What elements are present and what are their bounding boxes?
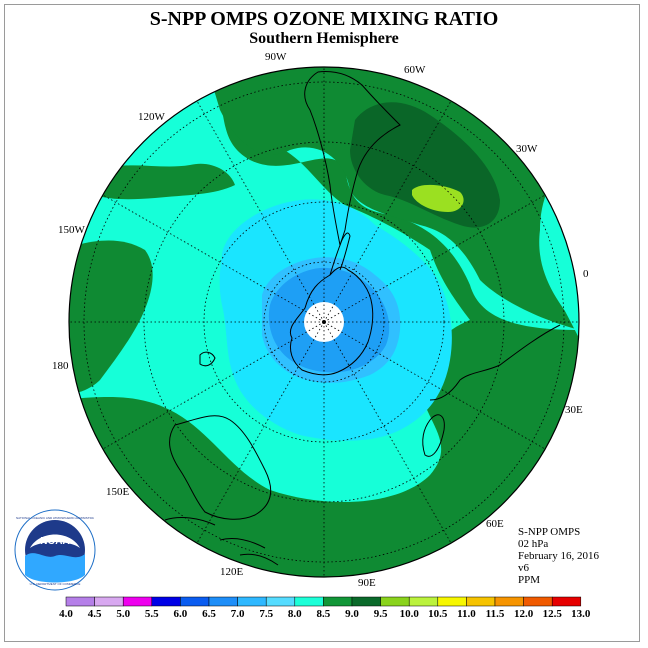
colorbar-tick-label: 10.0 xyxy=(399,608,419,620)
colorbar-swatch xyxy=(523,596,553,607)
colorbar xyxy=(65,596,582,607)
colorbar-tick-label: 12.5 xyxy=(542,608,562,620)
colorbar-swatch xyxy=(408,596,439,607)
colorbar-swatch xyxy=(466,596,496,607)
colorbar-tick-label: 9.5 xyxy=(373,608,388,620)
info-block: S-NPP OMPS 02 hPa February 16, 2016 v6 P… xyxy=(518,526,599,586)
colorbar-tick-label: 9.0 xyxy=(345,608,359,620)
colorbar-tick-label: 7.0 xyxy=(230,608,245,620)
colorbar-tick-label: 11.0 xyxy=(457,608,476,620)
lon-label-120w: 120W xyxy=(138,111,165,123)
contour-9-5 xyxy=(412,184,464,212)
colorbar-swatch xyxy=(208,596,238,607)
colorbar-swatch xyxy=(122,596,153,607)
lon-label-180: 180 xyxy=(52,360,69,372)
map-title: S-NPP OMPS OZONE MIXING RATIO xyxy=(149,8,499,30)
lon-label-150w: 150W xyxy=(58,224,85,236)
lon-label-120e: 120E xyxy=(220,566,244,578)
colorbar-tick-label: 4.0 xyxy=(59,608,73,620)
lon-label-60e: 60E xyxy=(486,518,504,530)
colorbar-swatch xyxy=(323,596,353,607)
colorbar-swatch xyxy=(437,596,467,607)
colorbar-swatch xyxy=(65,596,95,607)
colorbar-tick-label: 8.0 xyxy=(287,608,302,620)
colorbar-swatch xyxy=(237,596,267,607)
colorbar-tick-label: 13.0 xyxy=(571,608,591,620)
colorbar-tick-label: 11.5 xyxy=(485,608,505,620)
contour-8-5-east xyxy=(69,70,579,577)
noaa-logo-text: NOAA xyxy=(40,536,70,547)
lon-label-150e: 150E xyxy=(106,486,130,498)
contour-8-5-northwest xyxy=(95,163,235,200)
colorbar-tick-label: 12.0 xyxy=(513,608,534,620)
lon-label-60w: 60W xyxy=(404,64,426,76)
info-date: February 16, 2016 xyxy=(518,550,599,562)
contour-8-5-west xyxy=(69,240,153,395)
colorbar-tick-label: 7.5 xyxy=(259,608,274,620)
lon-label-90e: 90E xyxy=(358,577,376,589)
colorbar-tick-label: 4.5 xyxy=(87,608,102,620)
pole-marker xyxy=(322,320,326,324)
noaa-logo xyxy=(14,509,96,591)
info-version: v6 xyxy=(518,562,529,574)
colorbar-swatch xyxy=(494,596,524,607)
lon-label-30w: 30W xyxy=(516,143,538,155)
info-level: 02 hPa xyxy=(518,538,549,550)
colorbar-tick-label: 6.0 xyxy=(173,608,188,620)
colorbar-swatch xyxy=(265,596,296,607)
colorbar-swatch xyxy=(551,596,582,607)
colorbar-swatch xyxy=(294,596,324,607)
lon-label-90w: 90W xyxy=(265,51,287,63)
colorbar-swatch xyxy=(94,596,124,607)
noaa-logo-ring-bottom: U.S. DEPARTMENT OF COMMERCE xyxy=(29,582,81,586)
noaa-logo-ring-text: NATIONAL OCEANIC AND ATMOSPHERIC ADMINIS… xyxy=(16,516,94,520)
map-subtitle: Southern Hemisphere xyxy=(249,30,399,47)
graticule xyxy=(69,67,579,577)
lon-label-0: 0 xyxy=(583,268,589,280)
info-units: PPM xyxy=(518,574,541,586)
lon-label-30e: 30E xyxy=(565,404,583,416)
colorbar-swatch xyxy=(351,596,381,607)
colorbar-swatch xyxy=(151,596,181,607)
map-boundary xyxy=(68,66,580,578)
colorbar-tick-label: 6.5 xyxy=(202,608,216,620)
colorbar-swatch xyxy=(380,596,410,607)
ozone-field xyxy=(69,67,579,577)
colorbar-tick-label: 10.5 xyxy=(428,608,448,620)
colorbar-tick-label: 8.5 xyxy=(316,608,331,620)
colorbar-swatch xyxy=(180,596,210,607)
info-instrument: S-NPP OMPS xyxy=(518,526,581,538)
colorbar-tick-label: 5.0 xyxy=(116,608,131,620)
colorbar-tick-label: 5.5 xyxy=(144,608,159,620)
coastlines xyxy=(164,71,561,566)
